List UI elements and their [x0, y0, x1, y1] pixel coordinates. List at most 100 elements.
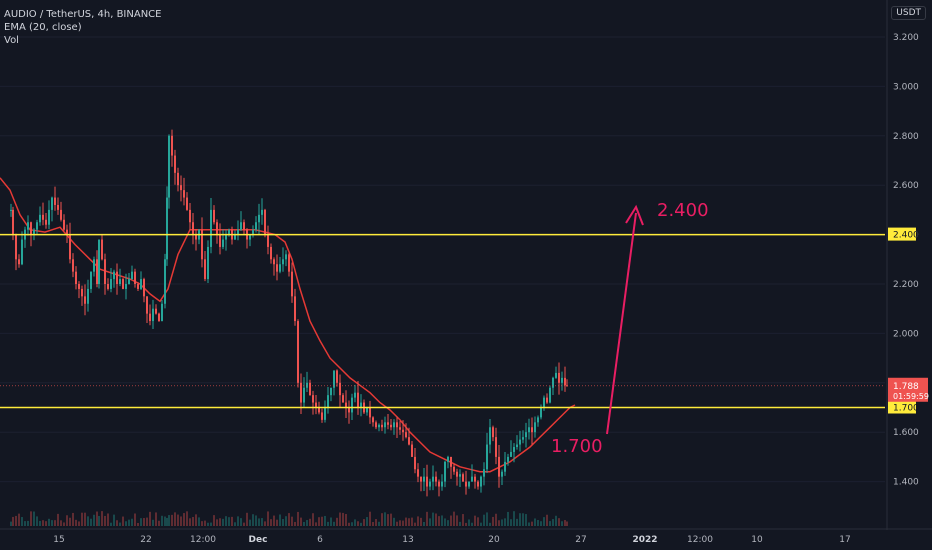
volume-bar	[459, 521, 461, 526]
volume-bar	[164, 516, 166, 526]
volume-bar	[246, 512, 248, 526]
volume-bar	[369, 511, 371, 526]
volume-bar	[261, 518, 263, 526]
candle-body	[453, 466, 455, 472]
volume-bar	[273, 515, 275, 526]
candle-body	[537, 417, 539, 423]
candle-body	[465, 481, 467, 487]
candle-body	[384, 422, 386, 428]
candle-body	[528, 427, 530, 433]
price-axis[interactable]: 3.2003.0002.8002.6002.4002.2002.0001.800…	[886, 0, 932, 550]
candle-body	[501, 471, 503, 477]
volume-bar	[552, 519, 554, 526]
price-tick-label: 3.000	[893, 82, 919, 92]
currency-label[interactable]: USDT	[891, 6, 926, 20]
volume-bar	[510, 519, 512, 526]
ema-indicator-label[interactable]: EMA (20, close)	[4, 22, 82, 33]
candle-body	[435, 476, 437, 482]
volume-bar	[543, 517, 545, 526]
volume-bar	[75, 519, 77, 526]
volume-bar	[155, 512, 157, 526]
candle-body	[201, 229, 203, 260]
volume-bar	[501, 519, 503, 526]
candle-body	[564, 377, 566, 386]
candle-body	[447, 456, 449, 462]
volume-bar	[372, 522, 374, 526]
candle-body	[516, 444, 518, 448]
volume-bar	[168, 515, 170, 526]
volume-bar	[558, 518, 560, 526]
volume-bar	[474, 515, 476, 526]
candle-body	[507, 456, 509, 462]
candle-body	[375, 422, 377, 428]
volume-bar	[81, 512, 83, 526]
volume-bar	[189, 518, 191, 526]
volume-bar	[432, 512, 434, 526]
candle-body	[255, 222, 257, 230]
candle-body	[125, 284, 127, 289]
candle-body	[57, 204, 59, 210]
volume-bar	[378, 521, 380, 526]
volume-bar	[36, 516, 38, 526]
candle-body	[360, 402, 362, 408]
symbol-title[interactable]: AUDIO / TetherUS, 4h, BINANCE	[4, 9, 162, 20]
candle-body	[309, 382, 311, 396]
candle-body	[177, 172, 179, 186]
candle-body	[225, 234, 227, 240]
volume-bar	[519, 513, 521, 526]
target-label: 2.400	[657, 200, 709, 221]
volume-bar	[351, 522, 353, 526]
candle-body	[390, 424, 392, 428]
volume-bar	[10, 521, 12, 526]
candle-body	[249, 234, 251, 240]
candle-body	[318, 407, 320, 413]
volume-indicator-label[interactable]: Vol	[4, 35, 19, 46]
volume-bar	[384, 512, 386, 526]
volume-bar	[140, 518, 142, 526]
candle-body	[143, 279, 145, 297]
candle-body	[426, 476, 428, 487]
volume-bar	[110, 522, 112, 526]
candle-body	[450, 456, 452, 467]
volume-bar	[534, 518, 536, 526]
volume-bar	[122, 516, 124, 526]
volume-bar	[69, 517, 71, 526]
candle-body	[504, 461, 506, 472]
volume-bar	[66, 515, 68, 526]
volume-bar	[465, 522, 467, 526]
volume-bar	[143, 518, 145, 526]
candle-body	[294, 296, 296, 322]
candle-body	[534, 422, 536, 433]
volume-bar	[564, 520, 566, 526]
arrow-head	[625, 204, 644, 226]
volume-bar	[285, 516, 287, 526]
candle-body	[131, 271, 133, 280]
candle-body	[42, 214, 44, 220]
candle-body	[291, 271, 293, 297]
volume-bar	[498, 520, 500, 526]
time-axis[interactable]: 15 22 12:00 Dec 6 13 20 27 2022 12:00 10 17	[0, 528, 932, 545]
volume-bar	[450, 515, 452, 526]
volume-bar	[546, 514, 548, 526]
volume-bar	[267, 511, 269, 526]
volume-bar	[345, 513, 347, 526]
volume-bar	[339, 512, 341, 526]
volume-bar	[54, 520, 56, 526]
horizontal-levels[interactable]	[0, 233, 885, 409]
volume-bar	[174, 512, 176, 526]
price-tick-label: 2.800	[893, 132, 919, 142]
volume-bar	[423, 521, 425, 526]
candle-body	[204, 259, 206, 280]
volume-bar	[399, 520, 401, 526]
candle-body	[441, 481, 443, 487]
candle-body	[519, 439, 521, 445]
candle-body	[54, 197, 56, 205]
candle-body	[186, 197, 188, 210]
time-tick-label: 15	[53, 535, 64, 545]
candle-body	[399, 427, 401, 430]
candle-body	[405, 432, 407, 438]
volume-bar	[180, 516, 182, 526]
candle-body	[69, 234, 71, 260]
level-price-tag	[888, 227, 916, 241]
